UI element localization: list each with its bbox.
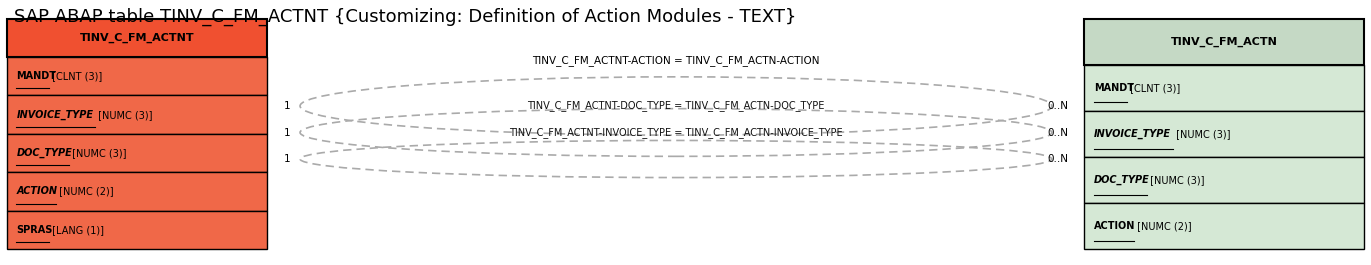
Text: [NUMC (3)]: [NUMC (3)]	[96, 110, 154, 120]
Text: 0..N: 0..N	[1047, 154, 1068, 164]
Text: ACTION: ACTION	[1094, 221, 1135, 231]
Text: SPRAS: SPRAS	[16, 225, 53, 235]
Text: TINV_C_FM_ACTNT: TINV_C_FM_ACTNT	[80, 33, 195, 43]
Text: [CLNT (3)]: [CLNT (3)]	[1127, 83, 1180, 93]
Text: DOC_TYPE: DOC_TYPE	[16, 148, 73, 158]
Text: [NUMC (2)]: [NUMC (2)]	[56, 187, 114, 196]
Text: [NUMC (3)]: [NUMC (3)]	[1174, 129, 1231, 139]
FancyBboxPatch shape	[7, 19, 267, 57]
Text: [NUMC (3)]: [NUMC (3)]	[69, 148, 126, 158]
Text: [NUMC (2)]: [NUMC (2)]	[1134, 221, 1191, 231]
Text: 0..N: 0..N	[1047, 127, 1068, 138]
Text: TINV_C_FM_ACTNT-DOC_TYPE = TINV_C_FM_ACTN-DOC_TYPE: TINV_C_FM_ACTNT-DOC_TYPE = TINV_C_FM_ACT…	[528, 100, 824, 112]
Text: INVOICE_TYPE: INVOICE_TYPE	[16, 109, 93, 120]
FancyBboxPatch shape	[1084, 65, 1364, 111]
Text: [CLNT (3)]: [CLNT (3)]	[49, 71, 103, 81]
Text: ACTION: ACTION	[16, 187, 58, 196]
Text: TINV_C_FM_ACTNT-ACTION = TINV_C_FM_ACTN-ACTION: TINV_C_FM_ACTNT-ACTION = TINV_C_FM_ACTN-…	[532, 55, 820, 67]
FancyBboxPatch shape	[7, 172, 267, 211]
Text: 0..N: 0..N	[1047, 101, 1068, 111]
Text: DOC_TYPE: DOC_TYPE	[1094, 175, 1150, 185]
Text: 1: 1	[284, 127, 291, 138]
FancyBboxPatch shape	[1084, 157, 1364, 203]
Text: MANDT: MANDT	[16, 71, 56, 81]
Text: [NUMC (3)]: [NUMC (3)]	[1146, 175, 1204, 185]
FancyBboxPatch shape	[1084, 111, 1364, 157]
FancyBboxPatch shape	[7, 211, 267, 249]
Text: 1: 1	[284, 154, 291, 164]
Text: INVOICE_TYPE: INVOICE_TYPE	[1094, 129, 1171, 139]
Text: 1: 1	[284, 101, 291, 111]
Text: TINV_C_FM_ACTNT-INVOICE_TYPE = TINV_C_FM_ACTN-INVOICE_TYPE: TINV_C_FM_ACTNT-INVOICE_TYPE = TINV_C_FM…	[509, 127, 843, 138]
Text: TINV_C_FM_ACTN: TINV_C_FM_ACTN	[1171, 37, 1278, 47]
Text: MANDT: MANDT	[1094, 83, 1134, 93]
Text: SAP ABAP table TINV_C_FM_ACTNT {Customizing: Definition of Action Modules - TEXT: SAP ABAP table TINV_C_FM_ACTNT {Customiz…	[14, 8, 797, 26]
FancyBboxPatch shape	[7, 134, 267, 172]
FancyBboxPatch shape	[7, 95, 267, 134]
FancyBboxPatch shape	[7, 57, 267, 95]
FancyBboxPatch shape	[1084, 203, 1364, 249]
Text: [LANG (1)]: [LANG (1)]	[49, 225, 104, 235]
FancyBboxPatch shape	[1084, 19, 1364, 65]
